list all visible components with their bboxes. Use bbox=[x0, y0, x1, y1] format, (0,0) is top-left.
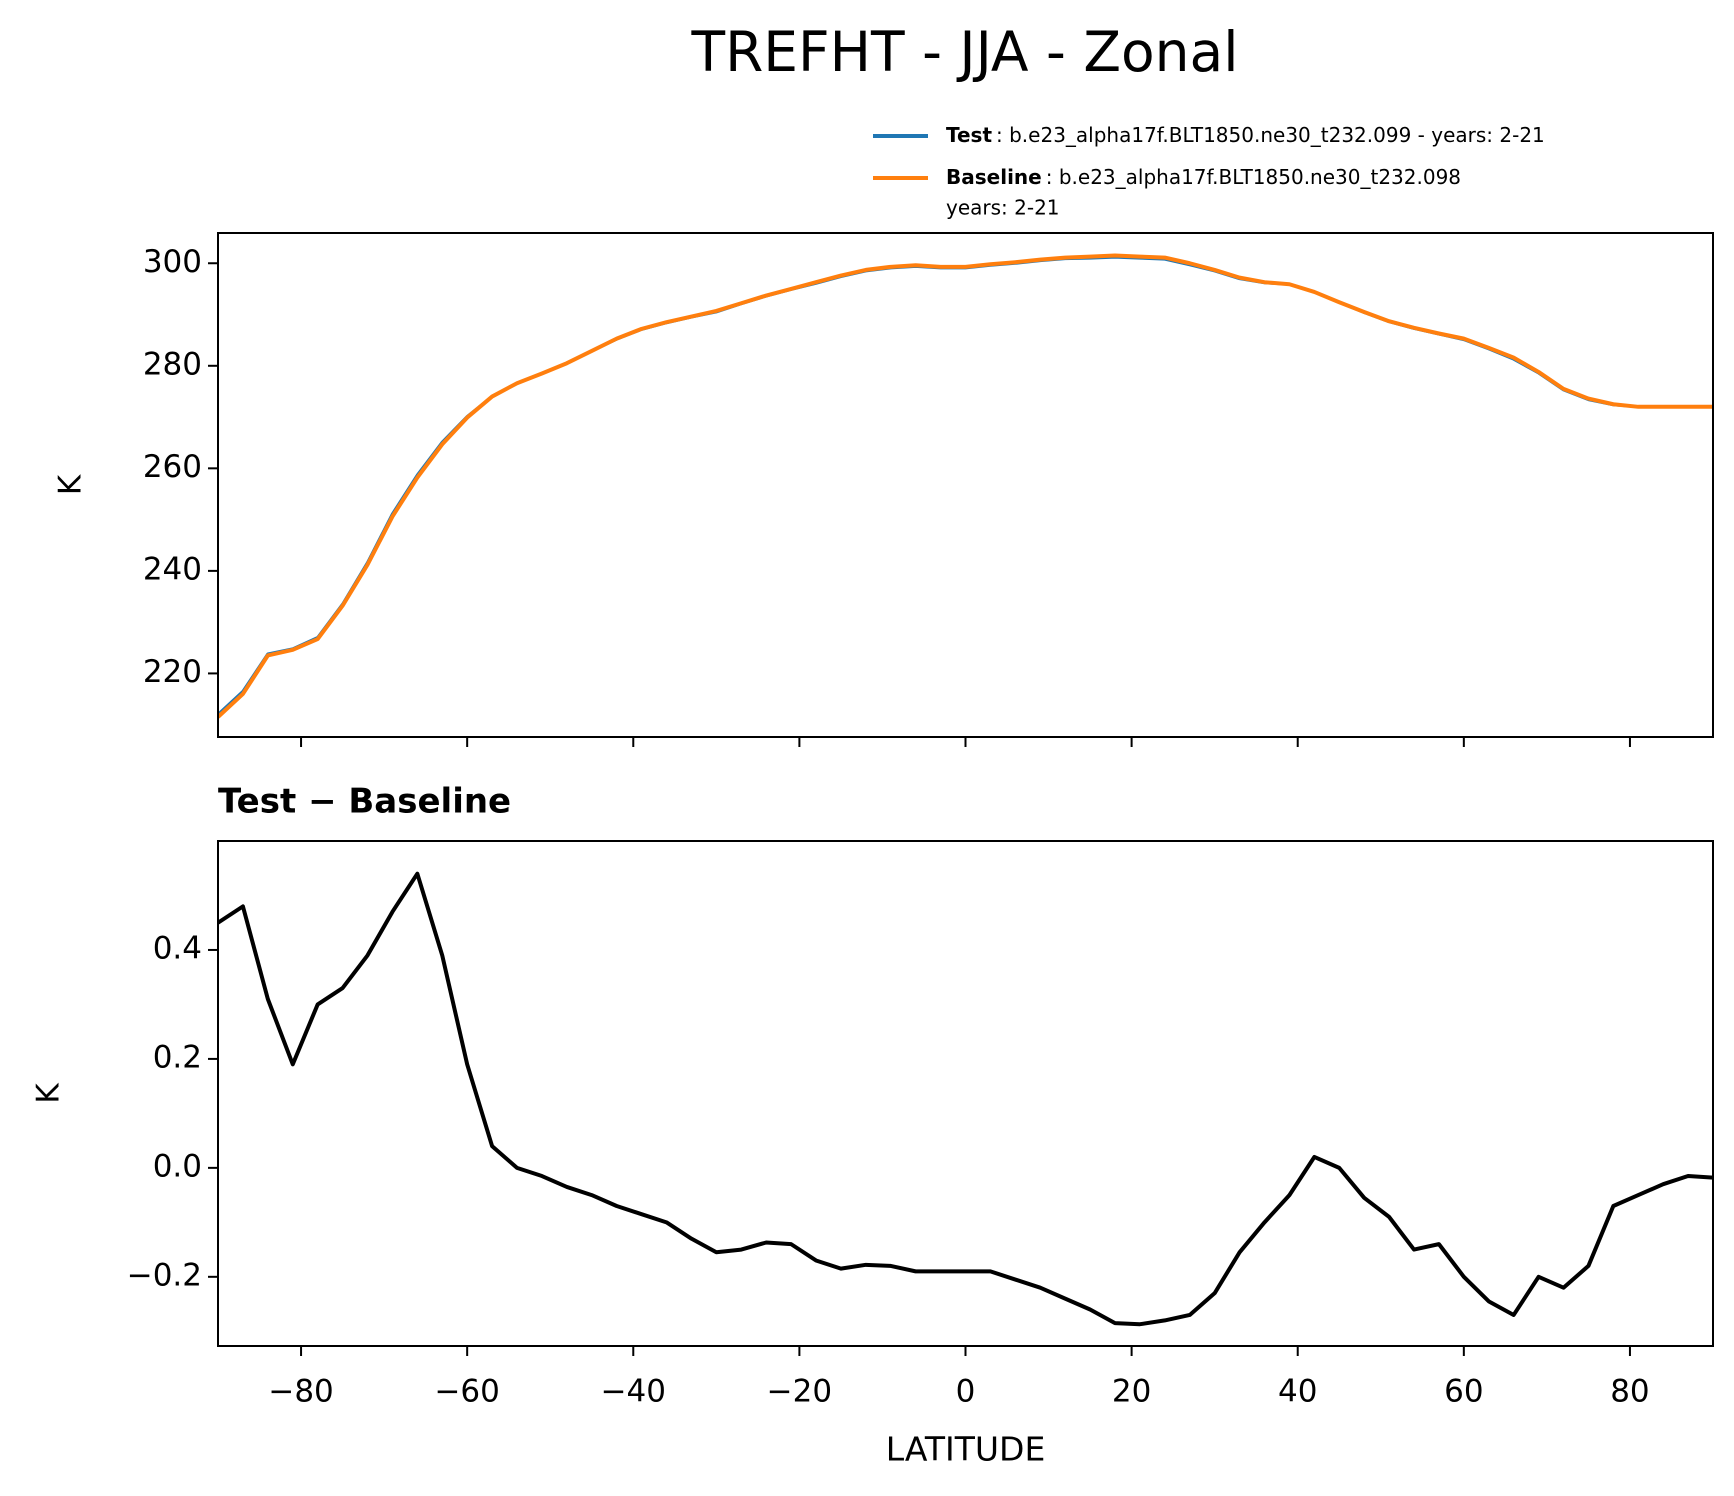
y-tick-label: 0.2 bbox=[153, 1039, 202, 1075]
legend-label: Baseline: b.e23_alpha17f.BLT1850.ne30_t2… bbox=[946, 165, 1461, 189]
plot-area bbox=[218, 871, 1713, 1327]
legend-description: : b.e23_alpha17f.BLT1850.ne30_t232.098 bbox=[1046, 165, 1461, 189]
x-tick-label: −80 bbox=[268, 1374, 333, 1410]
x-tick-label: 40 bbox=[1278, 1374, 1317, 1410]
legend-description: : b.e23_alpha17f.BLT1850.ne30_t232.099 -… bbox=[996, 123, 1545, 147]
x-tick-label: −20 bbox=[767, 1374, 832, 1410]
x-tick-label: 80 bbox=[1610, 1374, 1649, 1410]
x-tick-label: 60 bbox=[1444, 1374, 1483, 1410]
x-tick-label: 0 bbox=[956, 1374, 976, 1410]
legend-name: Baseline bbox=[946, 165, 1042, 189]
data-line bbox=[218, 253, 1713, 719]
y-axis-label: K bbox=[53, 474, 89, 495]
x-tick-label: −40 bbox=[601, 1374, 666, 1410]
y-tick-label: 280 bbox=[143, 346, 202, 382]
legend-description: years: 2-21 bbox=[946, 196, 1060, 220]
y-tick-label: −0.2 bbox=[127, 1257, 202, 1293]
legend-name: Test bbox=[946, 123, 992, 147]
subplot-title: Test − Baseline bbox=[218, 782, 511, 822]
y-tick-label: 220 bbox=[143, 654, 202, 690]
y-tick-label: 240 bbox=[143, 551, 202, 587]
y-tick-label: 0.0 bbox=[153, 1148, 202, 1184]
figure-title: TREFHT - JJA - Zonal bbox=[690, 20, 1238, 84]
plot-area bbox=[218, 253, 1713, 719]
y-tick-label: 300 bbox=[143, 244, 202, 280]
legend-label: Test: b.e23_alpha17f.BLT1850.ne30_t232.0… bbox=[946, 123, 1545, 147]
y-tick-label: 260 bbox=[143, 449, 202, 485]
data-line bbox=[218, 871, 1713, 1327]
x-tick-label: −60 bbox=[434, 1374, 499, 1410]
x-tick-label: 20 bbox=[1112, 1374, 1151, 1410]
y-tick-label: 0.4 bbox=[153, 930, 202, 966]
x-axis-label: LATITUDE bbox=[886, 1430, 1046, 1469]
y-axis-label: K bbox=[31, 1083, 67, 1104]
